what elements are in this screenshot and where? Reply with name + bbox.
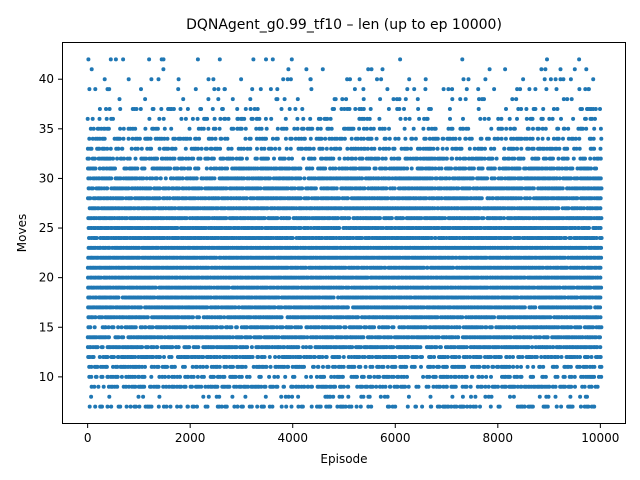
x-tick-label: 6000 bbox=[380, 431, 411, 445]
y-axis-label: Moves bbox=[15, 214, 29, 252]
y-tick-label: 40 bbox=[39, 72, 54, 86]
y-tick-label: 35 bbox=[39, 122, 54, 136]
y-tick-label: 25 bbox=[39, 221, 54, 235]
y-axis-ticks: 10 15 20 25 30 35 40 bbox=[39, 72, 62, 384]
chart-title: DQNAgent_g0.99_tf10 – len (up to ep 1000… bbox=[186, 17, 502, 33]
plot-frame bbox=[62, 42, 626, 424]
x-axis-ticks: 0 2000 4000 6000 8000 10000 bbox=[84, 424, 619, 445]
y-tick-label: 20 bbox=[39, 271, 54, 285]
data-points bbox=[85, 57, 604, 409]
x-axis-label: Episode bbox=[320, 452, 367, 466]
y-tick-label: 10 bbox=[39, 370, 54, 384]
x-tick-label: 0 bbox=[84, 431, 92, 445]
y-tick-label: 30 bbox=[39, 171, 54, 185]
y-tick-label: 15 bbox=[39, 320, 54, 334]
x-tick-label: 2000 bbox=[175, 431, 206, 445]
x-tick-label: 4000 bbox=[277, 431, 308, 445]
x-tick-label: 10000 bbox=[581, 431, 619, 445]
x-tick-label: 8000 bbox=[483, 431, 514, 445]
